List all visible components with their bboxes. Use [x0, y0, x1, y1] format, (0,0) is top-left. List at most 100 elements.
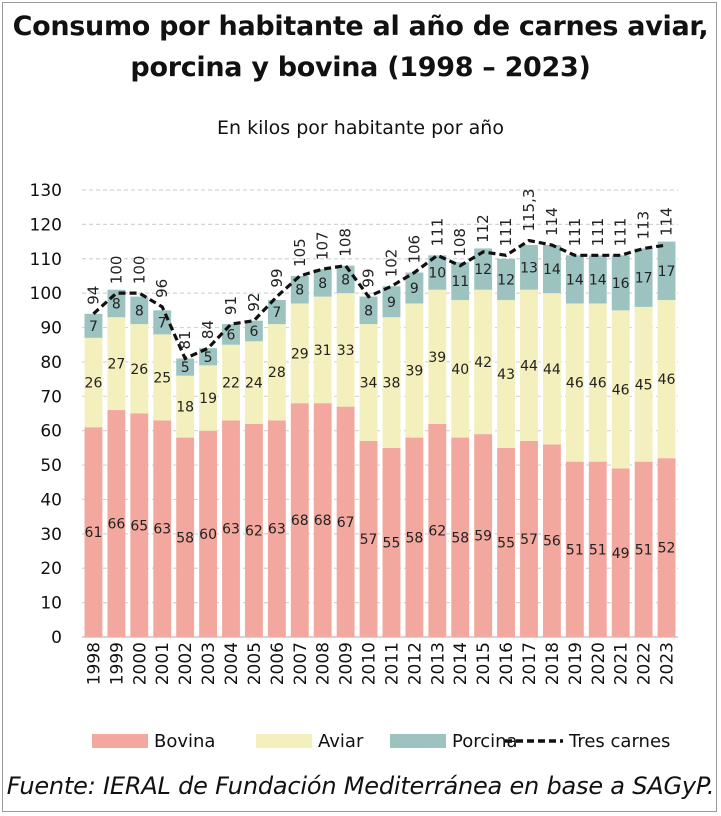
chart-title: Consumo por habitante al año de carnes a… [12, 11, 709, 83]
data-label-porcina: 17 [658, 264, 676, 280]
bar-porcina [474, 248, 493, 290]
source-note: Fuente: IERAL de Fundación Mediterránea … [6, 772, 715, 800]
x-tick-label: 2013 [428, 642, 448, 685]
bar-bovina [405, 437, 424, 637]
gridlines [82, 189, 678, 638]
bar-porcina [657, 241, 676, 301]
data-label-bovina: 68 [314, 513, 332, 529]
total-label: 81 [176, 330, 194, 349]
bar-aviar [451, 300, 470, 438]
data-label-aviar: 38 [383, 376, 401, 392]
bar-bovina [130, 413, 149, 637]
data-label-aviar: 22 [222, 376, 240, 392]
y-tick-label: 30 [40, 525, 62, 545]
bar-aviar [313, 296, 332, 404]
y-tick-label: 10 [40, 594, 62, 614]
data-label-porcina: 5 [204, 350, 213, 366]
y-tick-label: 0 [51, 628, 62, 648]
total-label: 107 [314, 231, 332, 260]
y-tick-label: 50 [40, 456, 62, 476]
bar-bovina [474, 434, 493, 637]
x-tick-label: 2014 [451, 642, 471, 685]
data-label-aviar: 42 [474, 355, 492, 371]
bar-bovina [336, 406, 355, 637]
bar-porcina [199, 348, 218, 366]
data-label-aviar: 28 [268, 365, 286, 381]
bar-porcina [382, 286, 401, 318]
data-label-porcina: 8 [295, 283, 304, 299]
legend-swatch-aviar [256, 734, 312, 748]
data-label-bovina: 51 [566, 542, 584, 558]
data-label-bovina: 51 [589, 542, 607, 558]
total-label: 113 [635, 211, 653, 240]
x-axis: 1998 1999 2000 2001 2002 2003 2004 2005 2006 2007… [84, 642, 677, 685]
bar-bovina [634, 461, 653, 637]
bar-bovina [451, 437, 470, 637]
data-label-bovina: 62 [428, 523, 446, 539]
data-label-bovina: 66 [107, 517, 125, 533]
bar-porcina [176, 358, 195, 376]
data-label-bovina: 61 [85, 525, 103, 541]
bar-aviar [107, 317, 126, 411]
data-label-bovina: 63 [153, 522, 171, 538]
total-label: 112 [474, 214, 492, 243]
bar-aviar [359, 324, 378, 442]
total-label: 99 [268, 268, 286, 287]
total-label: 111 [612, 218, 630, 247]
data-label-aviar: 44 [520, 358, 538, 374]
y-tick-label: 40 [40, 490, 62, 510]
data-label-aviar: 40 [451, 362, 469, 378]
bar-bovina [611, 468, 630, 637]
data-label-porcina: 17 [635, 271, 653, 287]
data-label-porcina: 5 [181, 360, 190, 376]
data-label-porcina: 16 [612, 276, 630, 292]
bars [84, 241, 676, 637]
x-tick-label: 1999 [107, 642, 127, 685]
bar-porcina [359, 296, 378, 325]
data-label-porcina: 8 [135, 303, 144, 319]
data-label-aviar: 18 [176, 400, 194, 416]
bar-aviar [130, 324, 149, 414]
bar-porcina [451, 262, 470, 301]
x-tick-label: 2020 [589, 642, 609, 685]
total-label: 111 [589, 218, 607, 247]
data-label-aviar: 43 [497, 367, 515, 383]
data-label-porcina: 7 [158, 315, 167, 331]
bar-porcina [130, 296, 149, 325]
legend-swatch-porcina [390, 734, 446, 748]
total-label: 94 [84, 286, 102, 305]
data-label-porcina: 14 [566, 272, 584, 288]
bar-aviar [336, 293, 355, 407]
bar-aviar [634, 306, 653, 462]
bar-aviar [657, 300, 676, 459]
bar-bovina [290, 403, 309, 637]
data-label-porcina: 12 [497, 272, 515, 288]
data-label-aviar: 27 [107, 357, 125, 373]
data-label-porcina: 8 [341, 272, 350, 288]
bar-bovina [359, 441, 378, 637]
bar-bovina [267, 420, 286, 637]
bar-porcina [405, 272, 424, 304]
total-label: 111 [566, 218, 584, 247]
x-tick-label: 2018 [543, 642, 563, 685]
bar-bovina [565, 461, 584, 637]
data-label-bovina: 57 [360, 532, 378, 548]
y-tick-label: 80 [40, 353, 62, 373]
data-label-bovina: 58 [405, 530, 423, 546]
data-label-aviar: 19 [199, 391, 217, 407]
legend-label-aviar: Aviar [318, 731, 364, 752]
total-label: 100 [107, 256, 125, 285]
data-label-aviar: 29 [291, 346, 309, 362]
total-line-path [92, 238, 667, 361]
legend: Bovina Aviar Porcina Tres carnes [92, 731, 670, 752]
data-label-bovina: 63 [268, 522, 286, 538]
data-label-aviar: 44 [543, 362, 561, 378]
data-label-porcina: 8 [318, 276, 327, 292]
data-label-aviar: 26 [85, 376, 103, 392]
data-label-aviar: 24 [245, 376, 263, 392]
x-tick-label: 1998 [84, 642, 104, 685]
bar-porcina [428, 255, 447, 290]
data-label-porcina: 6 [227, 327, 236, 343]
